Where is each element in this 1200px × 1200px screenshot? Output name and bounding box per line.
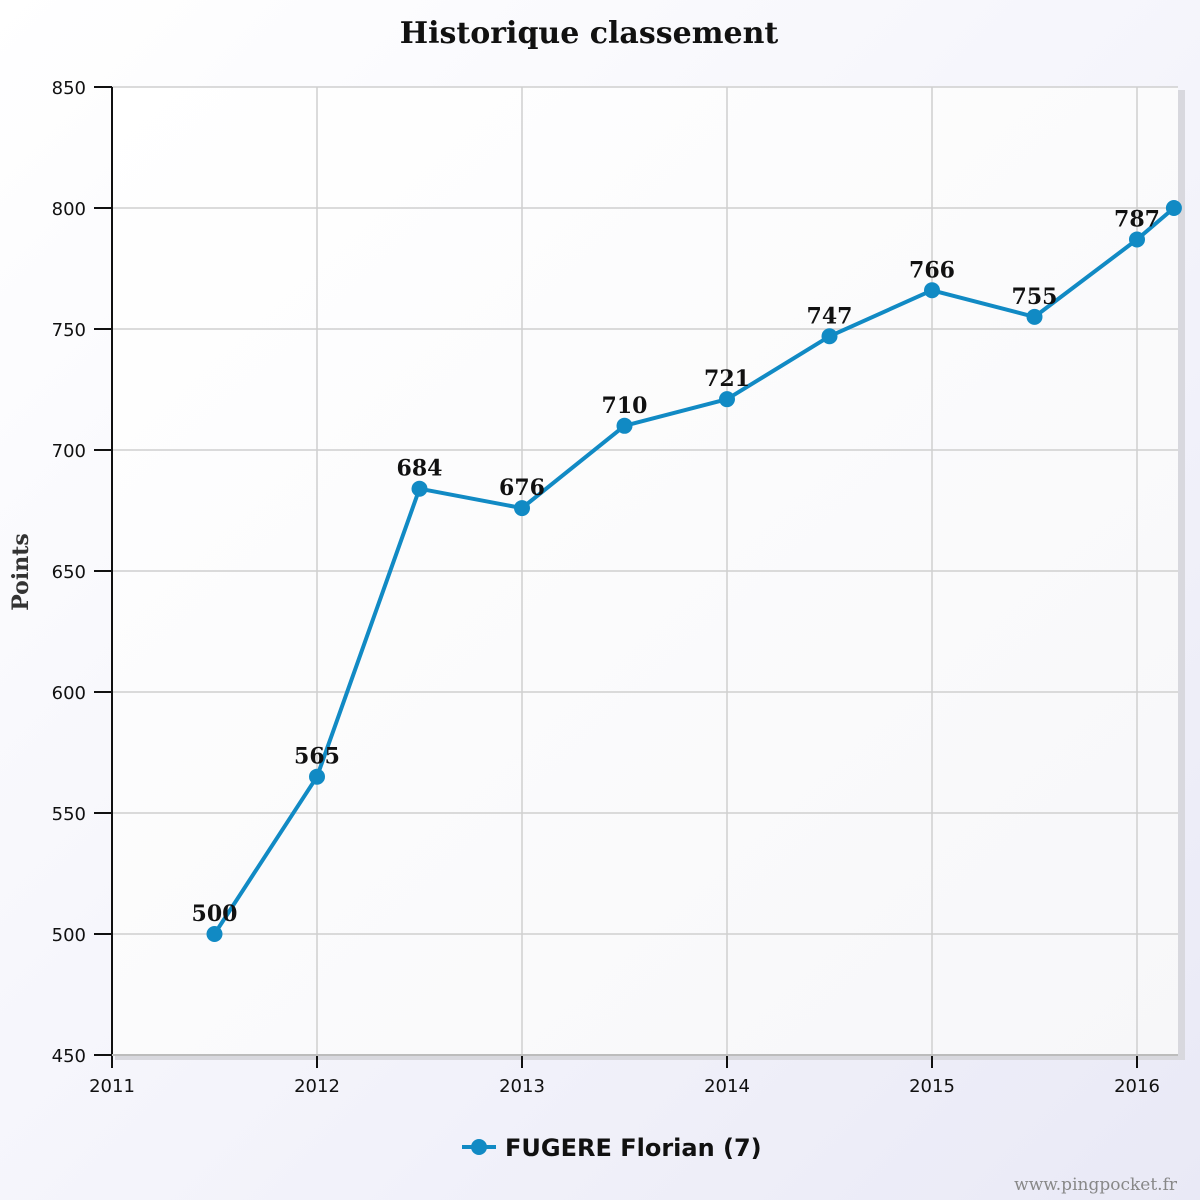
data-point — [206, 926, 223, 942]
y-axis-label: Points — [8, 533, 34, 611]
data-label: 766 — [909, 257, 955, 283]
y-tick-label: 800 — [52, 199, 86, 220]
x-tick-label: 2014 — [704, 1076, 750, 1097]
data-label: 721 — [704, 366, 750, 392]
y-tick-label: 650 — [52, 562, 86, 583]
y-tick-label: 750 — [52, 320, 86, 341]
y-tick-label: 550 — [52, 804, 86, 825]
axes: 450 500 550 600 650 700 750 800 850 2011 2012 2013 2… — [52, 78, 1178, 1097]
data-point — [616, 417, 633, 434]
legend[interactable]: FUGERE Florian (7) — [462, 1134, 762, 1162]
data-point — [514, 500, 530, 517]
data-label: 684 — [397, 456, 443, 482]
data-point — [1165, 200, 1182, 216]
data-point — [924, 282, 940, 299]
data-label: 500 — [192, 901, 238, 927]
y-tick-label: 700 — [52, 441, 86, 462]
series — [206, 200, 1182, 942]
data-labels: 500 565 684 676 710 721 747 766 755 787 — [192, 206, 1160, 927]
credit-text: www.pingpocket.fr — [1014, 1175, 1178, 1195]
y-tick-label: 500 — [52, 925, 86, 946]
data-label: 787 — [1114, 206, 1160, 232]
data-point — [1026, 308, 1043, 325]
data-point — [821, 328, 838, 345]
data-point — [411, 480, 428, 497]
data-point — [1129, 231, 1145, 248]
legend-series-name: FUGERE Florian (7) — [505, 1134, 762, 1162]
data-label: 710 — [602, 393, 648, 419]
chart-title: Historique classement — [400, 16, 779, 51]
y-tick-label: 850 — [52, 78, 86, 99]
y-tick-label: 450 — [52, 1046, 86, 1067]
x-tick-label: 2015 — [909, 1076, 955, 1097]
data-label: 565 — [294, 744, 340, 770]
data-label: 747 — [807, 303, 853, 329]
data-point — [719, 391, 735, 408]
grid-lines — [112, 86, 1178, 1055]
y-tick-label: 600 — [52, 683, 86, 704]
x-tick-label: 2016 — [1114, 1076, 1160, 1097]
x-tick-label: 2013 — [499, 1076, 545, 1097]
x-tick-label: 2011 — [89, 1076, 135, 1097]
data-label: 755 — [1012, 284, 1058, 310]
x-tick-label: 2012 — [294, 1076, 340, 1097]
data-point — [309, 768, 325, 785]
legend-marker-icon — [471, 1139, 487, 1155]
data-label: 676 — [499, 475, 545, 501]
